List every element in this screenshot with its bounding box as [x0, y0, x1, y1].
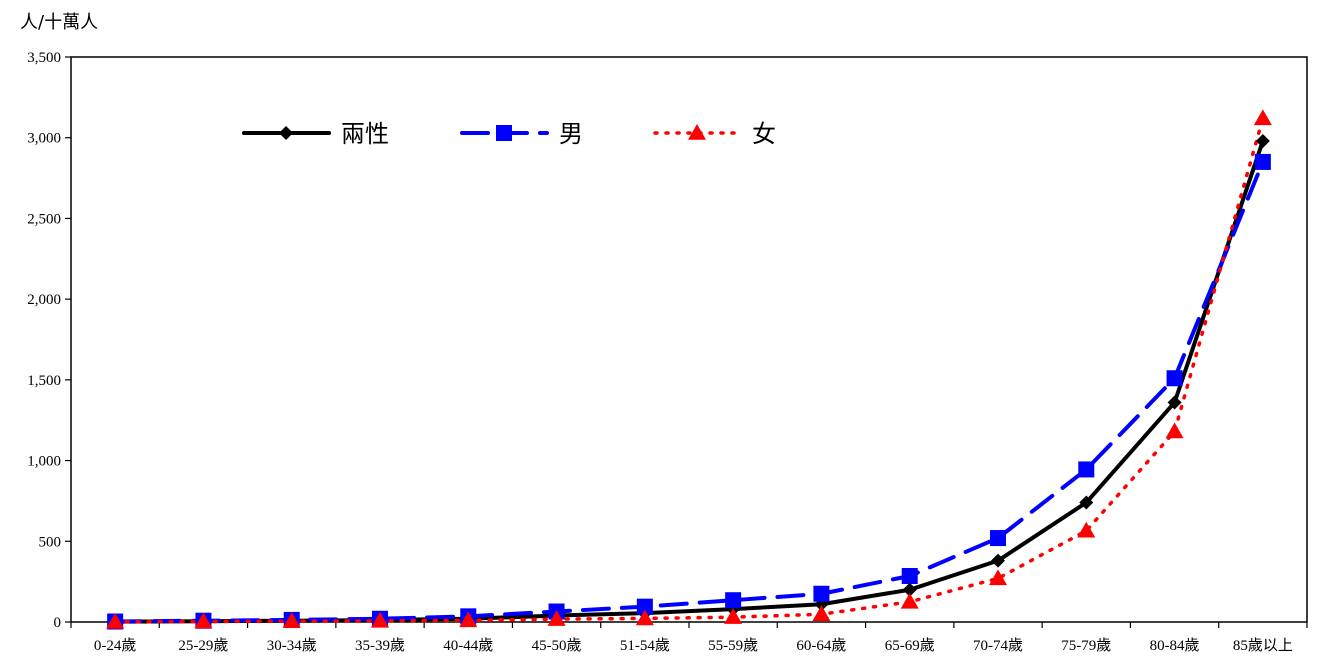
y-tick-label: 0 — [54, 615, 62, 631]
y-tick-label: 2,500 — [27, 211, 61, 227]
y-tick-label: 500 — [39, 534, 62, 550]
series-layer — [106, 109, 1272, 630]
series-line-1 — [113, 159, 1265, 624]
legend-marker-0 — [279, 126, 293, 140]
y-axis-unit-label: 人/十萬人 — [20, 12, 98, 33]
series-line-2 — [113, 116, 1265, 624]
series-2-point — [812, 605, 831, 622]
y-tick-label: 2,000 — [27, 292, 61, 308]
series-2-point — [547, 610, 566, 626]
x-tick-label: 80-84歲 — [1150, 637, 1200, 654]
series-2-point — [900, 592, 919, 609]
y-tick-label: 3,500 — [27, 50, 61, 66]
x-tick-label: 60-64歲 — [796, 637, 846, 654]
series-1-point — [636, 598, 653, 615]
series-0-point — [1167, 395, 1182, 410]
series-2-point — [459, 611, 478, 628]
x-tick-label: 30-34歲 — [267, 637, 317, 654]
series-2-point — [724, 608, 743, 624]
legend-marker-1 — [496, 125, 512, 141]
x-tick-label: 70-74歲 — [973, 637, 1023, 654]
series-1-point — [725, 592, 742, 609]
series-1-point — [901, 567, 918, 584]
series-2-point — [106, 612, 125, 629]
legend-label-0: 兩性 — [341, 120, 389, 148]
x-tick-label: 35-39歲 — [355, 637, 405, 654]
series-line-0 — [113, 138, 1265, 624]
series-1-point — [990, 530, 1006, 547]
series-2-point — [1077, 521, 1096, 538]
x-tick-label: 51-54歲 — [620, 637, 670, 654]
x-axis: 0-24歲 25-29歲 30-34歲 35-39歲 40-44歲 45-50歲 51-54… — [70, 622, 1308, 654]
x-tick-label: 85歲以上 — [1233, 637, 1293, 654]
legend-label-1: 男 — [559, 120, 583, 148]
series-0-point — [991, 553, 1005, 568]
x-tick-label: 55-59歲 — [708, 637, 758, 654]
y-tick-label: 1,500 — [27, 373, 61, 389]
series-0-point — [1255, 133, 1270, 148]
series-2-point — [194, 612, 213, 629]
series-2-point — [1253, 109, 1272, 126]
series-2-point — [282, 612, 301, 628]
legend-marker-2 — [688, 124, 706, 140]
y-tick-label: 3,000 — [27, 131, 61, 147]
series-2-point — [989, 569, 1007, 586]
series-2-point — [1165, 422, 1184, 439]
legend: 兩性 男 女 — [242, 120, 776, 148]
series-2-point — [371, 611, 389, 628]
x-tick-label: 45-50歲 — [532, 637, 582, 654]
series-1-point — [1078, 461, 1095, 478]
series-1-point — [813, 585, 830, 602]
legend-label-2: 女 — [752, 120, 776, 148]
series-0-point — [902, 582, 917, 597]
x-tick-label: 0-24歲 — [94, 637, 137, 654]
y-axis: 0 500 1,000 1,500 2,000 2,500 3,000 3,500 — [27, 50, 71, 631]
series-1-point — [1254, 153, 1271, 170]
y-tick-label: 1,000 — [27, 454, 61, 470]
x-tick-label: 25-29歲 — [178, 637, 228, 654]
x-tick-label: 65-69歲 — [885, 637, 935, 654]
x-tick-label: 40-44歲 — [443, 637, 493, 654]
x-tick-label: 75-79歲 — [1061, 637, 1111, 654]
series-0-point — [1079, 495, 1094, 510]
series-2-point — [635, 609, 654, 626]
plot-area — [70, 56, 1308, 623]
series-1-point — [1166, 370, 1183, 387]
